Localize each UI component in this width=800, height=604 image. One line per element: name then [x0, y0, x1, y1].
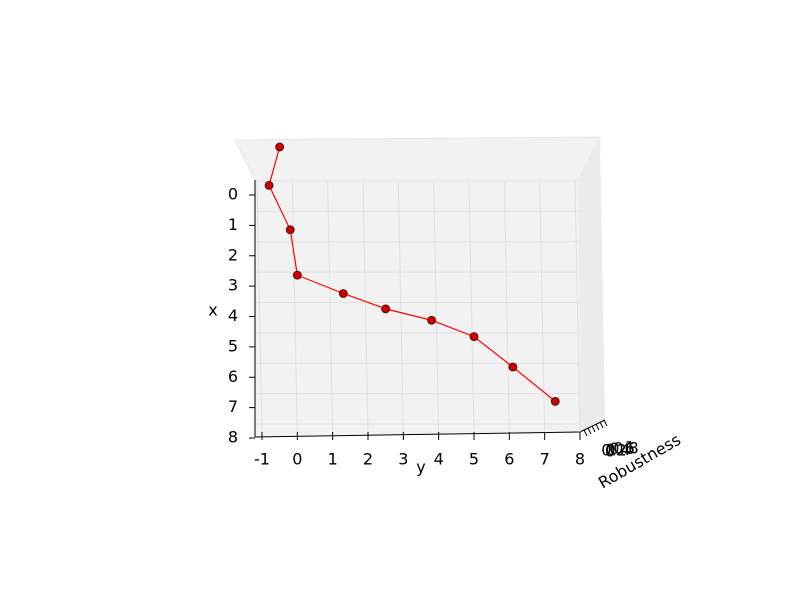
data-point	[427, 315, 437, 325]
grid-line	[574, 181, 581, 435]
x-tick-label: 5	[228, 336, 238, 355]
z-tick	[587, 427, 592, 435]
x-tick-label: 0	[228, 185, 238, 204]
grid-line	[503, 181, 510, 435]
y-tick-label: 7	[540, 450, 550, 469]
z-tick	[591, 425, 596, 433]
z-tick-label: 0.2	[601, 441, 626, 460]
z-tick-label: 0.6	[609, 439, 634, 458]
y-tick-label: 0	[292, 450, 302, 469]
y-tick-label: 2	[363, 450, 373, 469]
x-tick-label: 4	[228, 306, 238, 325]
y-tick-label: 4	[434, 450, 444, 469]
data-point	[338, 289, 348, 298]
side-pane	[578, 137, 605, 432]
x-tick-label: 2	[228, 245, 238, 264]
x-tick-label: 8	[228, 428, 238, 447]
x-tick-label: 7	[228, 397, 238, 416]
y-tick-label: -1	[254, 450, 270, 469]
grid-line	[256, 181, 263, 435]
grid-line	[433, 181, 440, 435]
back-pane	[255, 180, 580, 437]
x-tick-label: 1	[228, 215, 238, 234]
data-point	[508, 362, 518, 372]
data-point	[285, 225, 295, 235]
data-point	[469, 332, 479, 342]
z-tick-label: 0.8	[613, 438, 638, 457]
z-tick-label: 0	[605, 442, 615, 461]
y-axis-line	[254, 431, 581, 438]
z-tick	[583, 429, 588, 437]
data-point	[550, 396, 560, 406]
data-point	[264, 180, 274, 190]
data-point	[275, 142, 285, 152]
grid-line	[397, 181, 404, 435]
y-axis-label: y	[416, 458, 425, 477]
z-tick-label: 1	[625, 438, 635, 457]
y-tick-label: 1	[328, 450, 338, 469]
z-tick	[603, 419, 608, 427]
data-point	[292, 270, 302, 280]
data-point	[381, 304, 391, 314]
x-tick-label: 3	[228, 276, 238, 295]
grid-line	[468, 181, 475, 435]
y-tick-label: 3	[398, 450, 408, 469]
x-tick-label: 6	[228, 367, 238, 386]
y-tick-label: 5	[469, 450, 479, 469]
y-tick-label: 6	[504, 450, 514, 469]
data-line	[268, 146, 556, 402]
grid-line	[362, 181, 369, 435]
top-pane	[234, 136, 601, 181]
z-tick-label: 0.4	[605, 440, 630, 459]
y-tick-label: 8	[575, 450, 585, 469]
grid-line	[327, 181, 334, 435]
z-tick	[595, 423, 600, 431]
grid-line	[291, 181, 298, 435]
x-axis-label: x	[208, 301, 217, 320]
z-tick	[599, 421, 604, 429]
